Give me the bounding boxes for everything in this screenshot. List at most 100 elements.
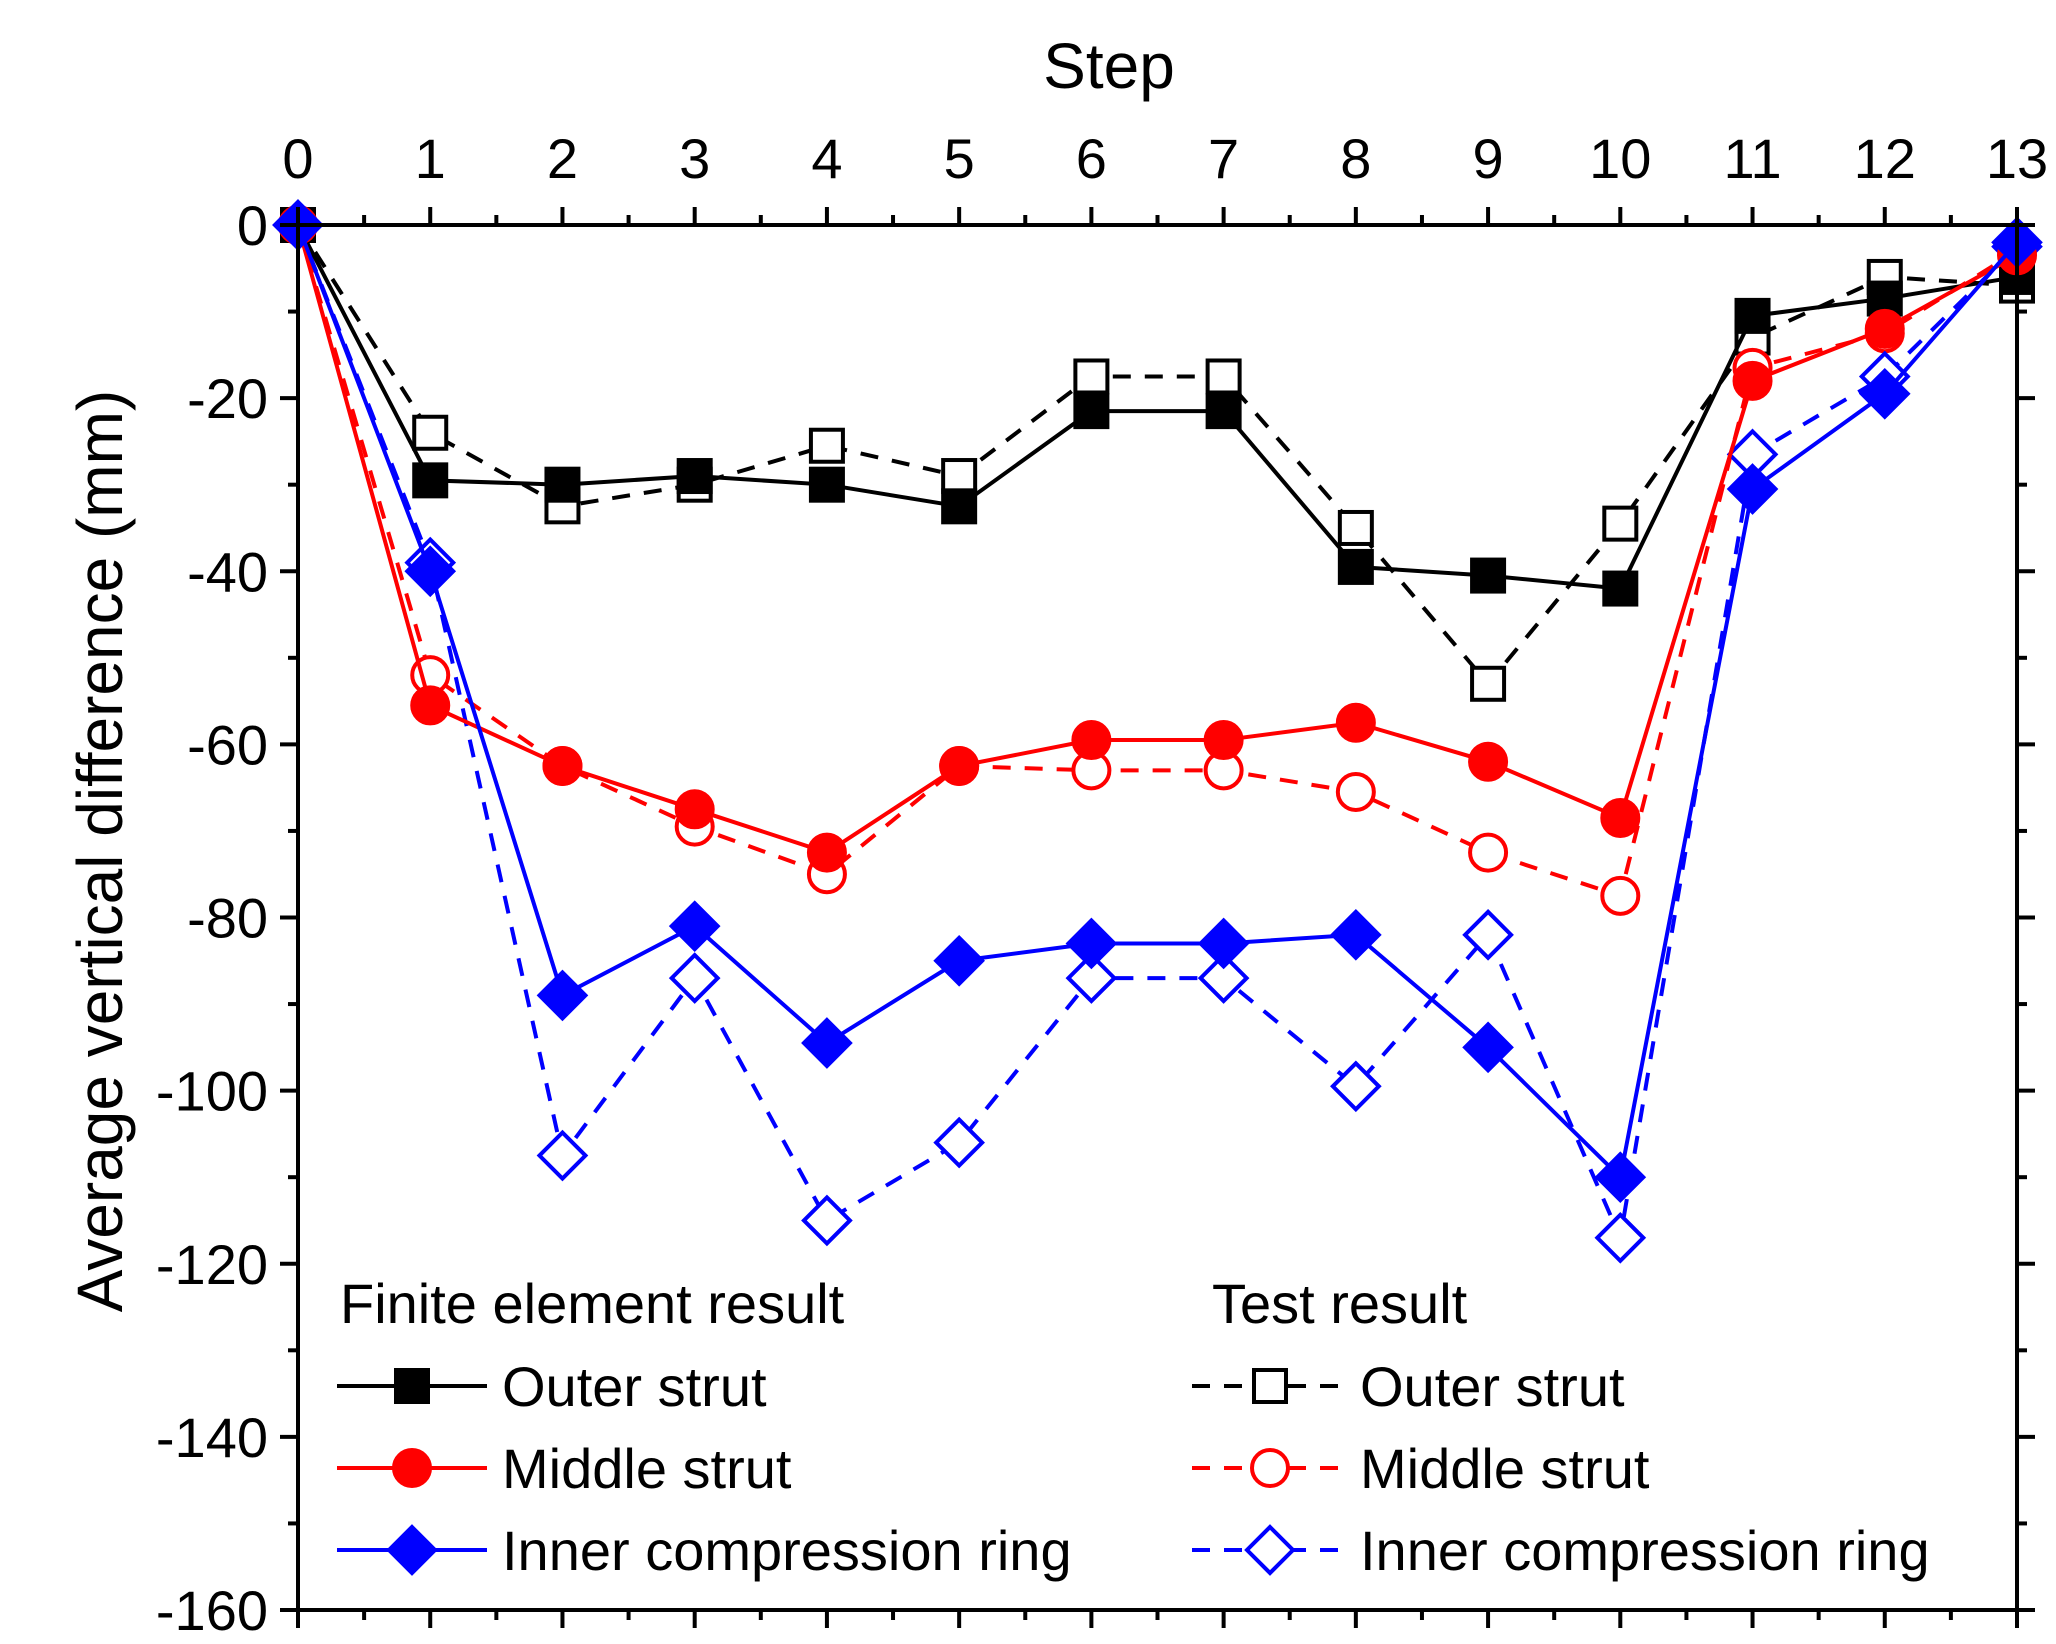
series-fe-outer-strut xyxy=(280,207,2035,607)
data-point-fe-middle-strut-3 xyxy=(674,789,715,830)
series-fe-inner-compression-ring xyxy=(272,199,2043,1204)
data-point-fe-inner-compression-ring-1 xyxy=(404,545,457,598)
data-point-fe-inner-compression-ring-9 xyxy=(1462,1021,1514,1074)
data-point-fe-outer-strut-7 xyxy=(1205,393,1242,430)
data-point-fe-outer-strut-8 xyxy=(1337,548,1374,585)
legend-marker-fe-middle-strut xyxy=(392,1448,432,1488)
data-point-test-outer-strut-8 xyxy=(1337,509,1374,546)
data-point-fe-middle-strut-7 xyxy=(1203,720,1244,761)
legend-label-fe-outer-strut: Outer strut xyxy=(502,1355,767,1418)
legend-marker-test-middle-strut xyxy=(1250,1448,1290,1488)
x-tick-label: 1 xyxy=(415,127,446,190)
legend-label-test-middle-strut: Middle strut xyxy=(1360,1437,1650,1500)
series-line-fe-outer-strut xyxy=(296,224,2018,591)
data-point-fe-outer-strut-2 xyxy=(544,466,581,503)
data-point-fe-outer-strut-10 xyxy=(1602,570,1639,607)
legend-heading-fe: Finite element result xyxy=(340,1272,845,1335)
data-point-test-outer-strut-9 xyxy=(1470,665,1507,702)
x-tick-label: 5 xyxy=(944,127,975,190)
x-axis-title: Step xyxy=(1043,30,1175,102)
series-layer xyxy=(272,199,2043,1264)
data-point-fe-inner-compression-ring-6 xyxy=(1065,917,1118,970)
data-point-fe-outer-strut-6 xyxy=(1073,393,1110,430)
data-point-fe-middle-strut-5 xyxy=(939,746,980,787)
legend-heading-test: Test result xyxy=(1212,1272,1468,1335)
x-tick-label: 2 xyxy=(547,127,578,190)
y-tick-label: -20 xyxy=(187,367,268,430)
data-point-test-outer-strut-6 xyxy=(1073,358,1110,395)
legend-label-fe-inner-compression-ring: Inner compression ring xyxy=(502,1519,1072,1582)
data-point-test-outer-strut-7 xyxy=(1205,358,1242,395)
data-point-test-inner-compression-ring-10 xyxy=(1594,1211,1647,1264)
data-point-fe-middle-strut-10 xyxy=(1600,797,1641,838)
data-point-fe-middle-strut-2 xyxy=(542,746,583,787)
data-point-test-inner-compression-ring-6 xyxy=(1065,952,1118,1004)
data-point-fe-middle-strut-4 xyxy=(806,832,847,873)
x-tick-label: 3 xyxy=(679,127,710,190)
x-tick-label: 13 xyxy=(1986,127,2048,190)
data-point-test-middle-strut-9 xyxy=(1468,832,1509,873)
data-point-fe-middle-strut-1 xyxy=(410,685,451,726)
data-point-test-outer-strut-4 xyxy=(808,427,845,464)
series-line-fe-inner-compression-ring xyxy=(296,224,2019,1182)
y-tick-label: -60 xyxy=(187,713,268,776)
legend-marker-fe-outer-strut xyxy=(394,1368,430,1404)
data-point-fe-inner-compression-ring-3 xyxy=(668,900,721,952)
data-point-fe-middle-strut-12 xyxy=(1864,308,1905,349)
y-tick-label: -40 xyxy=(187,540,268,603)
legend-label-test-outer-strut: Outer strut xyxy=(1360,1355,1625,1418)
y-tick-label: -140 xyxy=(156,1406,268,1469)
data-point-fe-inner-compression-ring-12 xyxy=(1858,367,1911,420)
legend: Finite element result Test result Outer … xyxy=(337,1272,1930,1582)
x-tick-label: 12 xyxy=(1854,127,1916,190)
data-point-fe-inner-compression-ring-4 xyxy=(801,1017,853,1069)
y-tick-label: 0 xyxy=(237,194,268,257)
data-point-test-inner-compression-ring-3 xyxy=(668,952,721,1004)
series-line-test-outer-strut xyxy=(296,223,2018,687)
data-point-fe-outer-strut-5 xyxy=(941,488,978,525)
legend-marker-fe-inner-compression-ring xyxy=(386,1524,438,1576)
y-tick-label: -100 xyxy=(156,1060,268,1123)
data-point-test-middle-strut-8 xyxy=(1335,771,1376,812)
data-point-test-outer-strut-10 xyxy=(1602,505,1639,542)
legend-label-test-inner-compression-ring: Inner compression ring xyxy=(1360,1519,1930,1582)
x-tick-label: 9 xyxy=(1472,127,1503,190)
series-line-test-inner-compression-ring xyxy=(296,224,2019,1245)
data-point-test-outer-strut-5 xyxy=(941,458,978,495)
x-tick-label: 10 xyxy=(1589,127,1651,190)
data-point-fe-inner-compression-ring-11 xyxy=(1726,463,1779,515)
data-point-fe-middle-strut-9 xyxy=(1468,741,1509,782)
data-point-fe-outer-strut-4 xyxy=(808,466,845,503)
legend-marker-test-inner-compression-ring xyxy=(1244,1524,1296,1576)
x-tick-label: 11 xyxy=(1723,127,1781,190)
data-point-fe-middle-strut-8 xyxy=(1335,702,1376,743)
y-axis-title: Average vertical difference (mm) xyxy=(64,390,136,1312)
data-point-test-middle-strut-10 xyxy=(1600,875,1641,916)
x-tick-label: 6 xyxy=(1076,127,1107,190)
data-point-fe-inner-compression-ring-2 xyxy=(536,969,589,1022)
data-point-fe-inner-compression-ring-7 xyxy=(1197,917,1250,970)
data-point-fe-outer-strut-3 xyxy=(676,458,713,495)
series-line-fe-middle-strut xyxy=(296,224,2018,855)
data-point-test-inner-compression-ring-5 xyxy=(933,1116,985,1169)
data-point-test-inner-compression-ring-2 xyxy=(536,1129,589,1182)
data-point-test-inner-compression-ring-4 xyxy=(801,1194,853,1247)
data-point-test-inner-compression-ring-9 xyxy=(1462,908,1514,961)
y-tick-label: -160 xyxy=(156,1579,268,1642)
data-point-fe-inner-compression-ring-5 xyxy=(933,934,985,987)
data-point-fe-inner-compression-ring-10 xyxy=(1594,1151,1647,1204)
x-tick-label: 0 xyxy=(282,127,313,190)
legend-label-fe-middle-strut: Middle strut xyxy=(502,1437,792,1500)
data-point-test-inner-compression-ring-7 xyxy=(1197,952,1250,1004)
data-point-fe-outer-strut-11 xyxy=(1734,297,1771,334)
axis-ticks: 0 1 2 3 4 5 6 7 8 9 10 11 12 130-20-40-60-80-100-120-… xyxy=(156,127,2048,1642)
data-point-fe-outer-strut-9 xyxy=(1470,557,1507,594)
data-point-fe-middle-strut-6 xyxy=(1071,720,1112,761)
series-fe-middle-strut xyxy=(278,205,2037,873)
data-point-fe-middle-strut-11 xyxy=(1732,360,1773,401)
x-tick-label: 8 xyxy=(1340,127,1371,190)
data-point-fe-outer-strut-1 xyxy=(412,462,449,499)
data-point-fe-inner-compression-ring-8 xyxy=(1330,908,1382,961)
data-point-test-outer-strut-1 xyxy=(412,414,449,451)
